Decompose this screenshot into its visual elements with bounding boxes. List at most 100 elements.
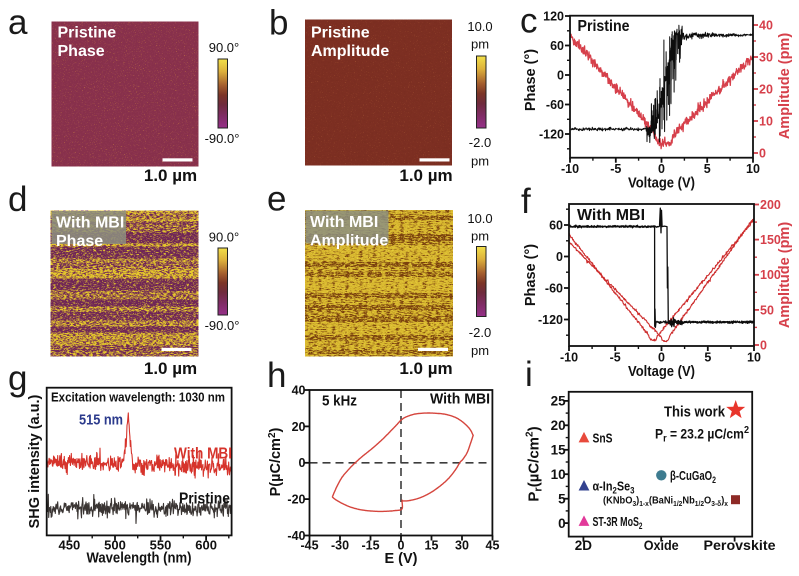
svg-text:0: 0 <box>299 456 306 470</box>
svg-text:10: 10 <box>747 351 761 365</box>
svg-text:5 kHz: 5 kHz <box>322 393 357 410</box>
svg-text:Wavelength (nm): Wavelength (nm) <box>87 551 192 567</box>
svg-text:0: 0 <box>658 351 665 365</box>
svg-text:E (V): E (V) <box>384 551 417 567</box>
svg-text:d: d <box>8 180 27 219</box>
svg-text:pm: pm <box>471 229 489 244</box>
svg-text:-120: -120 <box>539 128 564 142</box>
svg-text:25: 25 <box>551 394 567 409</box>
svg-text:Phase: Phase <box>56 233 103 250</box>
svg-text:50: 50 <box>760 303 774 317</box>
svg-text:5: 5 <box>704 162 711 176</box>
svg-text:10.0: 10.0 <box>467 19 492 34</box>
svg-text:10: 10 <box>759 115 773 129</box>
svg-text:15: 15 <box>551 443 567 458</box>
svg-text:0: 0 <box>558 516 566 531</box>
svg-text:Pr(µC/cm2): Pr(µC/cm2) <box>525 426 545 501</box>
svg-text:0: 0 <box>398 539 405 553</box>
svg-text:Pristine: Pristine <box>58 25 117 42</box>
svg-text:SHG intensity (a.u.): SHG intensity (a.u.) <box>27 394 43 528</box>
svg-text:g: g <box>8 359 27 398</box>
svg-text:β-CuGaO2: β-CuGaO2 <box>670 469 716 485</box>
svg-text:0: 0 <box>557 69 564 83</box>
svg-text:-45: -45 <box>300 539 318 553</box>
svg-text:100: 100 <box>760 268 781 282</box>
svg-text:-10: -10 <box>560 351 578 365</box>
svg-text:40: 40 <box>759 19 773 33</box>
svg-text:pm: pm <box>471 154 489 169</box>
svg-text:-2.0: -2.0 <box>469 325 491 340</box>
svg-text:Amplitude: Amplitude <box>311 43 389 60</box>
svg-text:60: 60 <box>549 219 563 233</box>
svg-text:1.0 µm: 1.0 µm <box>399 166 452 185</box>
svg-text:1.0 µm: 1.0 µm <box>144 359 197 378</box>
svg-text:Pr = 23.2 µC/cm2: Pr = 23.2 µC/cm2 <box>655 424 749 444</box>
svg-text:Amplitude (pm): Amplitude (pm) <box>777 222 793 328</box>
svg-text:Phase (°): Phase (°) <box>523 49 539 111</box>
svg-text:0: 0 <box>658 162 665 176</box>
svg-text:30: 30 <box>455 539 469 553</box>
svg-text:e: e <box>267 180 286 219</box>
svg-text:h: h <box>267 356 286 395</box>
svg-text:40: 40 <box>292 384 306 398</box>
svg-text:-15: -15 <box>361 539 379 553</box>
svg-text:This work: This work <box>664 405 726 421</box>
svg-text:515 nm: 515 nm <box>79 412 123 429</box>
svg-text:10.0: 10.0 <box>467 211 492 226</box>
svg-text:Pristine: Pristine <box>311 25 370 42</box>
svg-text:-30: -30 <box>331 539 349 553</box>
svg-text:With MBI: With MBI <box>56 215 124 232</box>
svg-text:Voltage (V): Voltage (V) <box>628 364 695 380</box>
svg-text:10: 10 <box>551 467 566 482</box>
svg-text:200: 200 <box>760 198 781 212</box>
svg-text:150: 150 <box>760 233 781 247</box>
svg-text:Pristine: Pristine <box>578 18 630 35</box>
svg-text:Excitation wavelength: 1030 nm: Excitation wavelength: 1030 nm <box>51 390 225 405</box>
svg-text:20: 20 <box>551 418 566 433</box>
svg-text:2D: 2D <box>575 538 593 553</box>
svg-text:-60: -60 <box>546 98 564 112</box>
svg-text:120: 120 <box>543 10 564 24</box>
svg-text:15: 15 <box>425 539 439 553</box>
svg-text:5: 5 <box>558 491 566 506</box>
svg-text:-90.0°: -90.0° <box>205 131 240 146</box>
svg-text:-2.0: -2.0 <box>469 135 491 150</box>
svg-text:0: 0 <box>759 147 766 161</box>
svg-text:pm: pm <box>471 343 489 358</box>
svg-text:(KNbO3)1-x(BaNi1/2Nb1/2O3-δ)x: (KNbO3)1-x(BaNi1/2Nb1/2O3-δ)x <box>603 495 729 508</box>
svg-text:Oxide: Oxide <box>644 538 679 553</box>
svg-text:-120: -120 <box>538 313 563 327</box>
svg-text:Pristine: Pristine <box>179 491 230 508</box>
svg-text:1.0 µm: 1.0 µm <box>399 359 452 378</box>
svg-text:90.0°: 90.0° <box>209 40 240 55</box>
svg-text:-60: -60 <box>545 282 563 296</box>
svg-text:600: 600 <box>195 537 217 552</box>
svg-text:-40: -40 <box>287 529 305 543</box>
svg-text:1.0 µm: 1.0 µm <box>144 166 197 185</box>
svg-text:0: 0 <box>760 339 767 353</box>
svg-text:-10: -10 <box>561 162 579 176</box>
svg-text:30: 30 <box>759 51 773 65</box>
svg-text:90.0°: 90.0° <box>209 230 240 245</box>
svg-text:pm: pm <box>471 37 489 52</box>
svg-text:c: c <box>520 2 538 41</box>
svg-text:500: 500 <box>104 537 126 552</box>
svg-text:0: 0 <box>556 250 563 264</box>
svg-text:Amplitude (pm): Amplitude (pm) <box>777 33 793 139</box>
svg-text:45: 45 <box>486 539 500 553</box>
svg-text:60: 60 <box>550 39 564 53</box>
svg-text:-5: -5 <box>610 351 621 365</box>
svg-text:P(µC/cm2): P(µC/cm2) <box>267 427 284 496</box>
svg-text:10: 10 <box>746 162 760 176</box>
svg-text:Amplitude: Amplitude <box>310 233 388 250</box>
svg-text:-20: -20 <box>287 493 305 507</box>
svg-text:With MBI: With MBI <box>577 207 645 224</box>
svg-text:-5: -5 <box>610 162 621 176</box>
svg-text:With MBI: With MBI <box>174 446 232 463</box>
svg-text:20: 20 <box>292 420 306 434</box>
svg-text:With MBI: With MBI <box>430 391 490 408</box>
svg-text:i: i <box>525 355 533 394</box>
svg-text:Voltage (V): Voltage (V) <box>628 176 695 192</box>
svg-text:550: 550 <box>150 537 172 552</box>
svg-text:With MBI: With MBI <box>310 214 378 231</box>
